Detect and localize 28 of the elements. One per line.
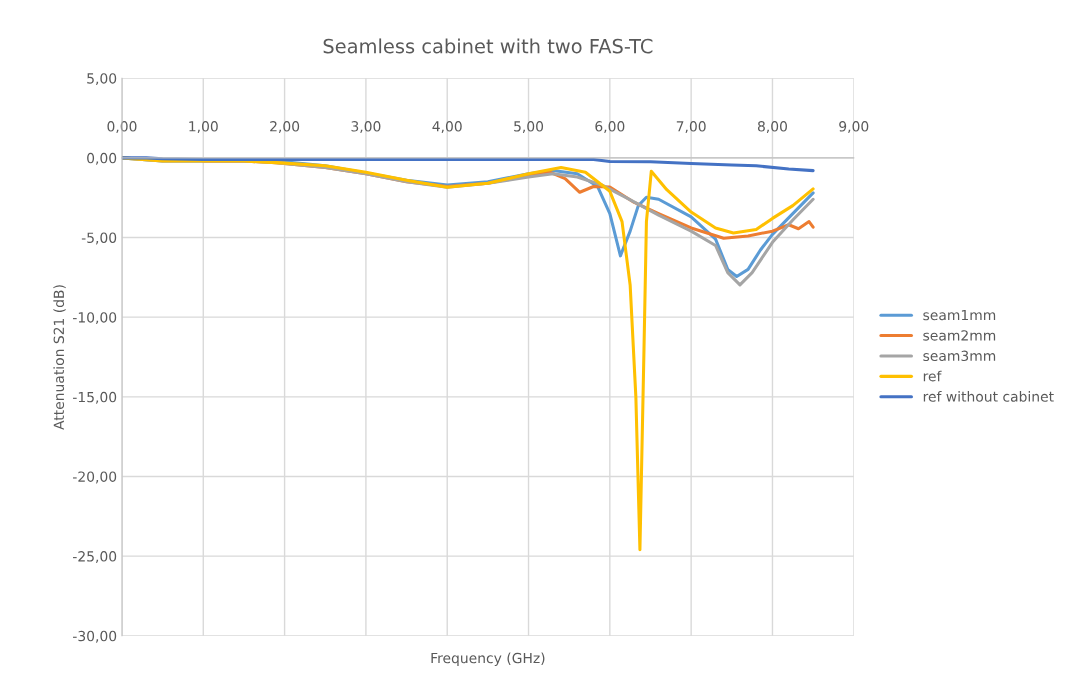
x-tick-label: 4,00 — [432, 121, 462, 133]
x-tick-label: 8,00 — [757, 121, 787, 133]
legend-label: ref without cabinet — [923, 391, 1054, 402]
x-tick-label: 2,00 — [270, 121, 300, 133]
x-tick-label: 7,00 — [676, 121, 706, 133]
line-series — [121, 156, 815, 552]
legend-label: seam2mm — [923, 330, 996, 341]
y-tick-label: -5,00 — [81, 232, 117, 245]
legend-label: seam1mm — [923, 309, 996, 321]
x-tick-label: 5,00 — [514, 121, 544, 133]
x-tick-label: 0,00 — [107, 121, 137, 133]
x-tick-label: 1,00 — [189, 121, 218, 133]
y-tick-label: -20,00 — [73, 471, 117, 484]
y-tick-label: -15,00 — [73, 391, 117, 404]
legend-label: seam3mm — [923, 350, 996, 362]
y-tick-label: 0,00 — [87, 152, 117, 165]
line-series — [121, 156, 815, 173]
x-axis-title: Frequency (GHz) — [431, 652, 545, 666]
chart-title: Seamless cabinet with two FAS-TC — [323, 38, 653, 54]
x-tick-label: 3,00 — [351, 121, 381, 133]
x-tick-label: 9,00 — [839, 121, 869, 133]
y-axis-title: Attenuation S21 (dB) — [53, 285, 66, 430]
x-tick-label: 6,00 — [595, 121, 625, 133]
legend-label: ref — [923, 370, 942, 382]
y-tick-label: -30,00 — [73, 630, 117, 643]
y-tick-label: 5,00 — [87, 73, 117, 86]
y-tick-label: -10,00 — [73, 312, 117, 325]
y-tick-label: -25,00 — [73, 551, 117, 564]
